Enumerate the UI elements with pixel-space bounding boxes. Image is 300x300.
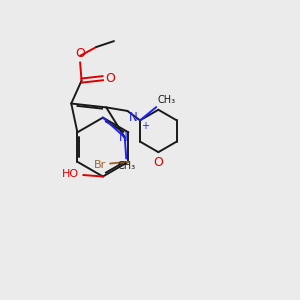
Text: O: O <box>106 72 116 85</box>
Text: +: + <box>141 121 149 131</box>
Text: O: O <box>153 156 163 169</box>
Text: N: N <box>129 112 138 124</box>
Text: CH₃: CH₃ <box>158 95 176 105</box>
Text: CH₃: CH₃ <box>117 161 135 172</box>
Text: O: O <box>75 47 85 60</box>
Text: N: N <box>119 131 128 144</box>
Text: HO: HO <box>62 169 79 179</box>
Text: Br: Br <box>94 160 106 170</box>
